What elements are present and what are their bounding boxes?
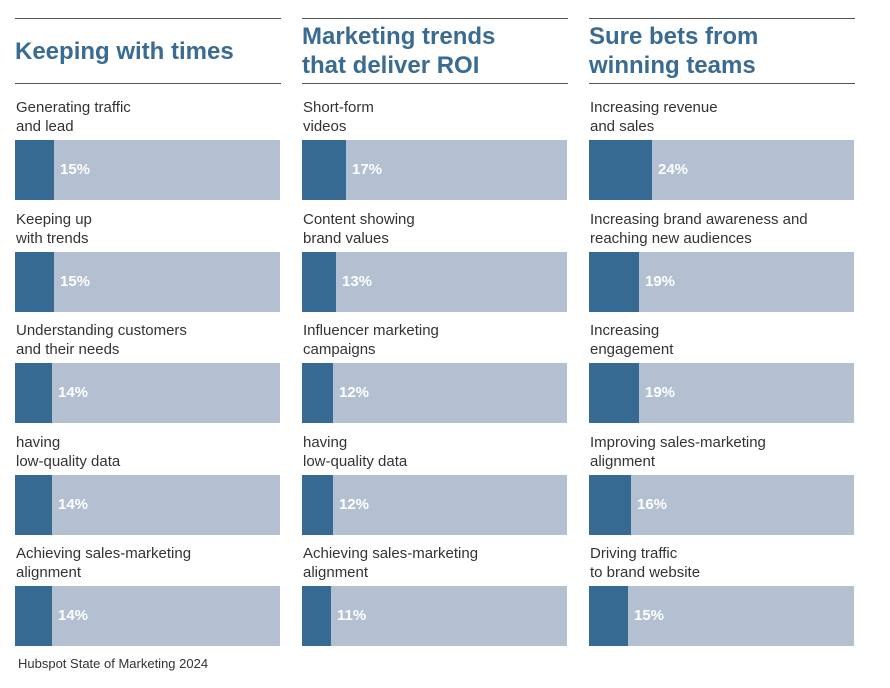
bar-item: Increasing revenue and sales 24% — [589, 84, 855, 200]
column-title: Marketing trends that deliver ROI — [302, 23, 496, 79]
bar-item: Increasing engagement 19% — [589, 307, 855, 423]
bar-list: Short-form videos 17% Content showing bran… — [302, 84, 568, 646]
bar-item: Influencer marketing campaigns 12% — [302, 307, 568, 423]
bar — [302, 474, 333, 535]
bar-value-label: 19% — [645, 272, 676, 290]
bar-track: 12% — [302, 474, 567, 535]
bar — [302, 586, 331, 646]
bar-item: Increasing brand awareness and reaching … — [589, 196, 855, 312]
bar-track: 14% — [15, 363, 280, 423]
bar-item: Improving sales-marketing alignment 16% — [589, 419, 855, 535]
bar — [589, 140, 652, 200]
bar — [589, 586, 628, 646]
bar-category-label: Improving sales-marketing alignment — [590, 433, 766, 470]
bar-item: having low-quality data 14% — [15, 419, 281, 535]
bar-value-label: 12% — [339, 495, 370, 513]
column-header: Marketing trends that deliver ROI — [302, 18, 568, 84]
bar-track: 14% — [15, 474, 280, 535]
bar-value-label: 19% — [645, 384, 676, 401]
bar-value-label: 12% — [339, 384, 370, 401]
bar — [589, 251, 639, 312]
column-title: Sure bets from winning teams — [589, 23, 759, 79]
bar-value-label: 13% — [342, 272, 373, 290]
bar-value-label: 16% — [637, 495, 668, 513]
bar-category-label: Understanding customers and their needs — [16, 322, 187, 358]
bar-value-label: 15% — [60, 161, 91, 178]
bar-track: 11% — [302, 586, 567, 646]
bar-track: 14% — [15, 586, 280, 646]
bar-category-label: Increasing brand awareness and reaching … — [590, 210, 808, 247]
bar-track: 15% — [15, 140, 280, 200]
bar — [15, 251, 54, 312]
bar-category-label: having low-quality data — [16, 433, 121, 470]
chart-column: Sure bets from winning teams Increasing … — [589, 18, 855, 646]
bar-category-label: Increasing engagement — [590, 322, 674, 358]
bar-category-label: Generating traffic and lead — [16, 99, 131, 135]
bar-category-label: Influencer marketing campaigns — [303, 322, 439, 358]
bar-value-label: 14% — [58, 495, 89, 513]
bar-value-label: 11% — [337, 607, 367, 624]
bar-category-label: Increasing revenue and sales — [590, 99, 718, 135]
bar-track: 19% — [589, 363, 854, 423]
bar-item: Driving traffic to brand website 15% — [589, 530, 855, 646]
bar — [15, 474, 52, 535]
bar-track: 12% — [302, 363, 567, 423]
bar-value-label: 15% — [60, 272, 91, 290]
bar-value-label: 14% — [58, 607, 89, 624]
bar — [302, 140, 346, 200]
bar-value-label: 14% — [58, 384, 89, 401]
bar-track: 15% — [589, 586, 854, 646]
bar-item: Short-form videos 17% — [302, 84, 568, 200]
bar-category-label: Content showing brand values — [303, 210, 415, 247]
bar-list: Generating traffic and lead 15% Keeping up… — [15, 84, 281, 646]
bar-category-label: Achieving sales-marketing alignment — [303, 545, 479, 581]
bar — [302, 251, 336, 312]
bar-track: 24% — [589, 140, 854, 200]
bar — [15, 363, 52, 423]
chart-column: Keeping with times Generating traffic an… — [15, 18, 281, 646]
column-title: Keeping with times — [15, 37, 234, 65]
bar-value-label: 15% — [634, 607, 665, 624]
bar-item: Generating traffic and lead 15% — [15, 84, 281, 200]
column-header: Sure bets from winning teams — [589, 18, 855, 84]
bar — [15, 140, 54, 200]
bar-item: Achieving sales-marketing alignment 14% — [15, 530, 281, 646]
bar-category-label: Keeping up with trends — [16, 210, 92, 247]
chart-grid: Keeping with times Generating traffic an… — [15, 18, 855, 646]
bar — [15, 586, 52, 646]
bar-item: Understanding customers and their needs 1… — [15, 307, 281, 423]
bar-item: Achieving sales-marketing alignment 11% — [302, 530, 568, 646]
bar — [302, 363, 333, 423]
bar-item: Keeping up with trends 15% — [15, 196, 281, 312]
chart-column: Marketing trends that deliver ROI Short-… — [302, 18, 568, 646]
bar-list: Increasing revenue and sales 24% Increasin… — [589, 84, 855, 646]
bar-track: 13% — [302, 251, 567, 312]
bar-track: 15% — [15, 251, 280, 312]
bar-category-label: Achieving sales-marketing alignment — [16, 545, 192, 581]
bar-category-label: Driving traffic to brand website — [590, 545, 701, 581]
bar — [589, 474, 631, 535]
bar-category-label: having low-quality data — [303, 433, 408, 470]
bar-item: having low-quality data 12% — [302, 419, 568, 535]
bar-track: 19% — [589, 251, 854, 312]
bar — [589, 363, 639, 423]
bar-track: 17% — [302, 140, 567, 200]
bar-category-label: Short-form videos — [303, 99, 374, 135]
source-note: Hubspot State of Marketing 2024 — [18, 656, 209, 671]
bar-value-label: 24% — [658, 161, 689, 178]
bar-value-label: 17% — [352, 161, 383, 178]
bar-item: Content showing brand values 13% — [302, 196, 568, 312]
bar-track: 16% — [589, 474, 854, 535]
column-header: Keeping with times — [15, 18, 281, 84]
